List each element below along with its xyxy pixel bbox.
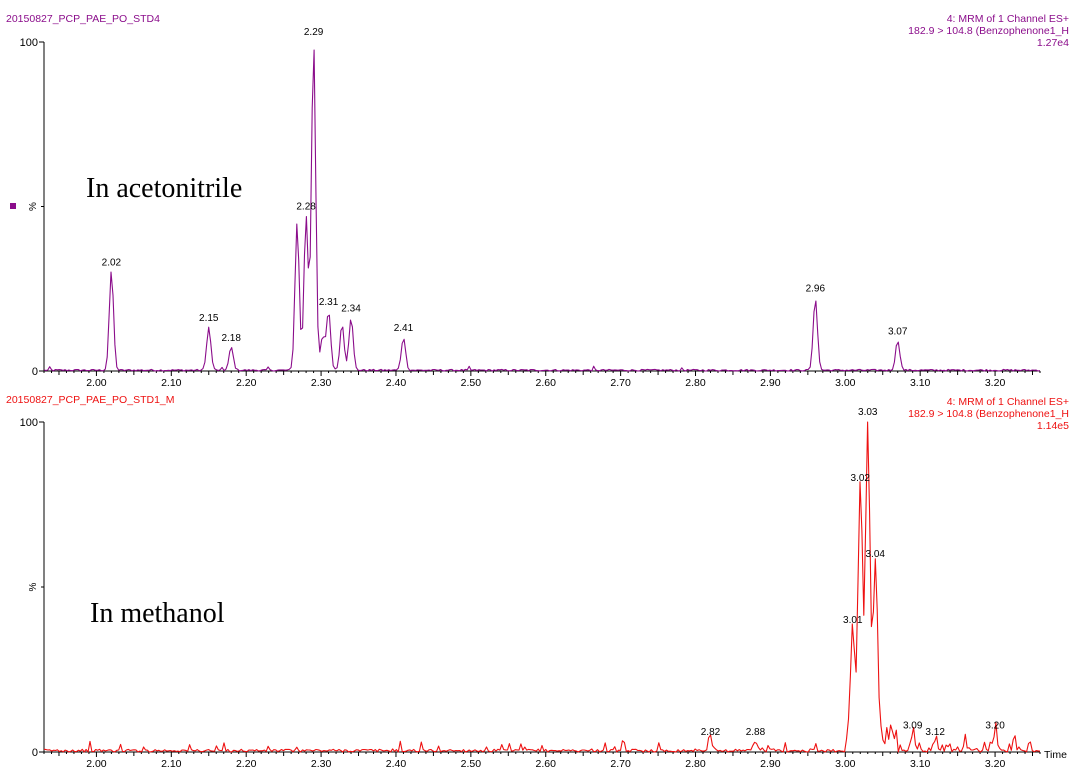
peak-label-bottom: 3.01	[843, 615, 863, 626]
peak-label-top: 2.28	[296, 201, 316, 212]
x-tick-label-top: 2.80	[685, 377, 706, 389]
series-marker-top	[10, 203, 16, 209]
transition-line-bottom: 182.9 > 104.8 (Benzophenone1_H	[908, 408, 1069, 420]
y-tick-label-bottom: 0	[32, 747, 38, 759]
x-tick-label-top: 2.00	[86, 377, 107, 389]
y-axis-label-bottom: %	[28, 582, 39, 591]
peak-label-bottom: 3.20	[985, 721, 1005, 732]
x-tick-label-bottom: 3.00	[835, 758, 856, 770]
x-tick-label-top: 2.40	[386, 377, 407, 389]
x-axis-label-bottom: Time	[1044, 749, 1067, 761]
peak-label-top: 2.31	[319, 297, 339, 308]
peak-label-bottom: 3.04	[866, 549, 886, 560]
x-tick-label-bottom: 2.10	[161, 758, 182, 770]
peak-label-top: 2.29	[304, 27, 324, 38]
annotation-acetonitrile: In acetonitrile	[86, 173, 243, 204]
trace-line-bottom	[43, 421, 1041, 753]
x-tick-label-top: 2.10	[161, 377, 182, 389]
run-name-bottom: 20150827_PCP_PAE_PO_STD1_M	[6, 394, 175, 406]
y-tick-label-top: 100	[20, 37, 38, 49]
peak-label-bottom: 3.02	[851, 473, 871, 484]
channel-line-top: 4: MRM of 1 Channel ES+	[946, 13, 1069, 25]
peak-label-top: 2.34	[341, 303, 361, 314]
x-tick-label-top: 3.00	[835, 377, 856, 389]
x-tick-label-bottom: 2.60	[536, 758, 557, 770]
channel-info-bottom: 4: MRM of 1 Channel ES+ 182.9 > 104.8 (B…	[908, 396, 1069, 432]
peak-label-bottom: 3.03	[858, 407, 878, 418]
x-tick-label-top: 3.20	[985, 377, 1006, 389]
peak-label-top: 2.41	[394, 323, 414, 334]
x-tick-label-top: 2.90	[760, 377, 781, 389]
x-tick-label-bottom: 2.90	[760, 758, 781, 770]
peak-label-bottom: 2.82	[701, 727, 721, 738]
peak-label-top: 3.07	[888, 326, 908, 337]
x-tick-label-top: 2.60	[536, 377, 557, 389]
x-tick-label-top: 3.10	[910, 377, 931, 389]
trace-line-top	[43, 49, 1041, 372]
channel-info-top: 4: MRM of 1 Channel ES+ 182.9 > 104.8 (B…	[908, 13, 1069, 49]
x-tick-label-bottom: 2.00	[86, 758, 107, 770]
peak-label-bottom: 2.88	[746, 727, 766, 738]
peak-label-bottom: 3.09	[903, 721, 923, 732]
x-tick-label-bottom: 2.30	[311, 758, 332, 770]
x-tick-label-bottom: 2.40	[386, 758, 407, 770]
x-tick-label-top: 2.20	[236, 377, 257, 389]
x-tick-label-bottom: 3.20	[985, 758, 1006, 770]
y-axis-label-top: %	[28, 202, 39, 211]
transition-line-top: 182.9 > 104.8 (Benzophenone1_H	[908, 25, 1069, 37]
x-tick-label-bottom: 2.70	[610, 758, 631, 770]
x-tick-label-bottom: 3.10	[910, 758, 931, 770]
peak-label-bottom: 3.12	[925, 727, 945, 738]
run-name-top: 20150827_PCP_PAE_PO_STD4	[6, 13, 160, 25]
x-tick-label-top: 2.30	[311, 377, 332, 389]
channel-line-bottom: 4: MRM of 1 Channel ES+	[946, 396, 1069, 408]
y-tick-label-bottom: 100	[20, 417, 38, 429]
x-tick-label-bottom: 2.50	[461, 758, 482, 770]
peak-label-top: 2.96	[806, 284, 826, 295]
y-tick-label-top: 0	[32, 366, 38, 378]
annotation-methanol: In methanol	[90, 598, 225, 629]
x-tick-label-top: 2.50	[461, 377, 482, 389]
intensity-line-top: 1.27e4	[1036, 37, 1069, 49]
peak-label-top: 2.15	[199, 313, 219, 324]
intensity-line-bottom: 1.14e5	[1036, 420, 1069, 432]
x-tick-label-bottom: 2.20	[236, 758, 257, 770]
peak-label-top: 2.02	[102, 257, 122, 268]
x-tick-label-bottom: 2.80	[685, 758, 706, 770]
peak-label-top: 2.18	[221, 333, 241, 344]
x-tick-label-top: 2.70	[610, 377, 631, 389]
